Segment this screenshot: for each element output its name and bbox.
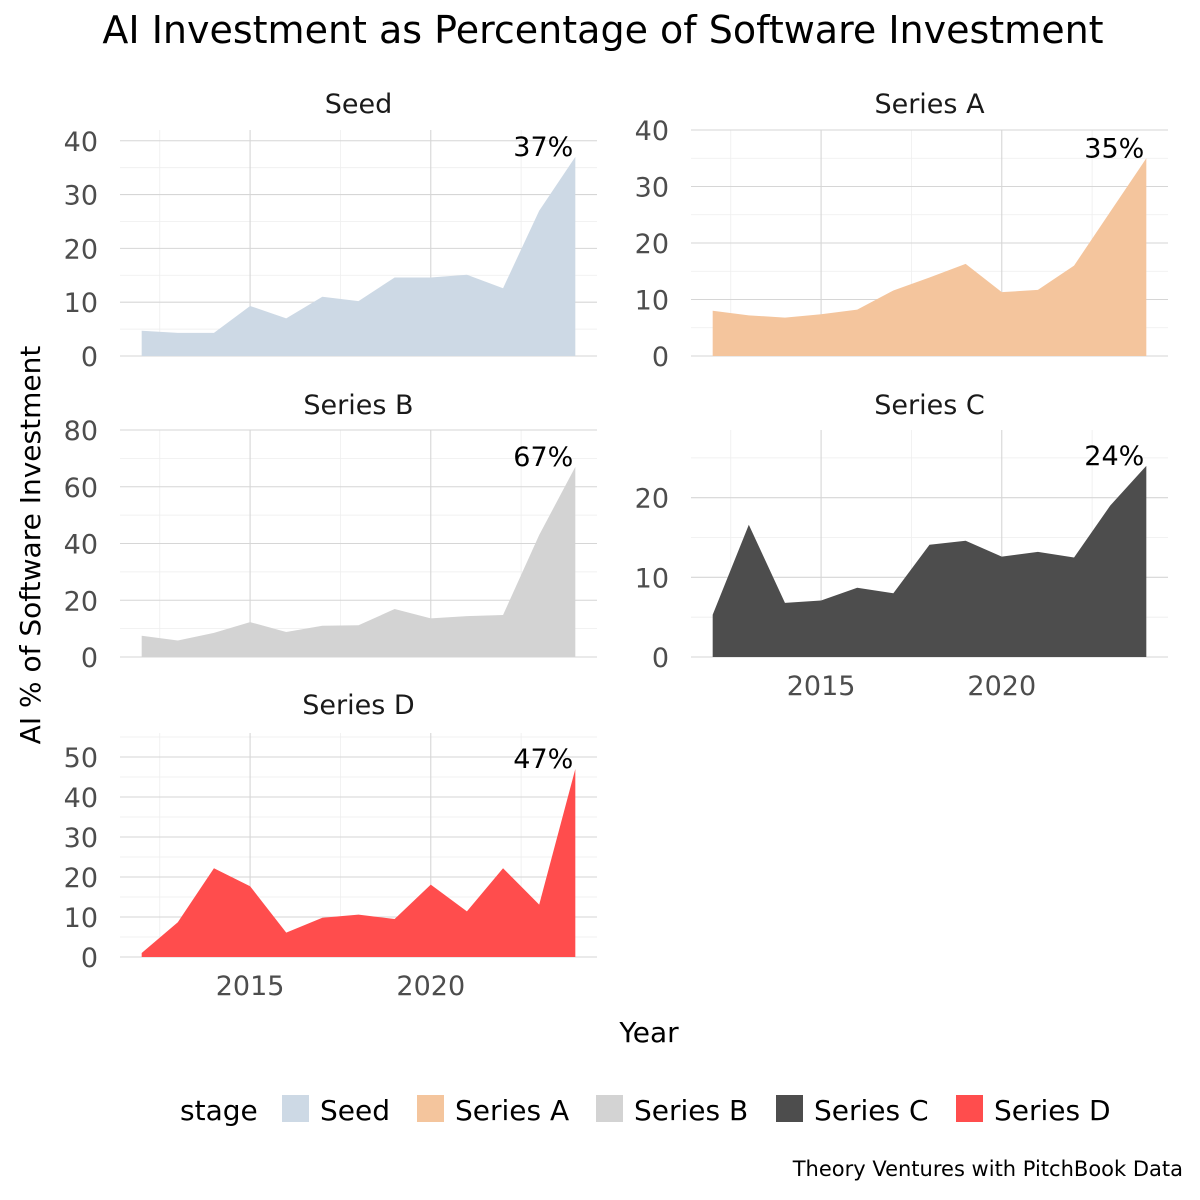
y-tick-label: 40 <box>64 127 98 158</box>
legend-label-series-c: Series C <box>814 1094 929 1127</box>
chart-title: AI Investment as Percentage of Software … <box>102 8 1103 52</box>
x-tick-label: 2015 <box>216 971 285 1002</box>
facet-title-seed: Seed <box>325 89 393 120</box>
end-label-series-b: 67% <box>513 442 573 473</box>
y-tick-label: 0 <box>81 943 98 974</box>
y-tick-label: 30 <box>635 173 669 204</box>
y-tick-label: 10 <box>64 288 98 319</box>
end-label-series-c: 24% <box>1084 441 1144 472</box>
area-seed <box>141 156 576 356</box>
y-tick-label: 0 <box>81 643 98 674</box>
end-label-series-a: 35% <box>1084 133 1144 164</box>
legend-swatch-series-a <box>417 1095 444 1122</box>
area-series-d <box>141 769 576 957</box>
y-tick-label: 30 <box>64 181 98 212</box>
y-tick-label: 40 <box>635 116 669 147</box>
y-tick-label: 0 <box>652 342 669 373</box>
legend-label-series-b: Series B <box>634 1094 748 1127</box>
panel-series-c: Series C 0 10 20 2015 2020 24% <box>635 390 1168 702</box>
area-series-b <box>141 466 576 657</box>
legend-title: stage <box>180 1094 258 1127</box>
y-tick-label: 20 <box>64 863 98 894</box>
y-tick-label: 20 <box>635 484 669 515</box>
y-tick-label: 20 <box>64 586 98 617</box>
y-axis-title: AI % of Software Investment <box>14 346 47 745</box>
end-label-series-d: 47% <box>513 744 573 775</box>
panel-series-a: Series A 0 10 20 30 40 35% <box>635 89 1168 373</box>
y-tick-label: 60 <box>64 473 98 504</box>
x-tick-label: 2020 <box>396 971 465 1002</box>
area-series-a <box>712 158 1147 356</box>
legend-swatch-seed <box>282 1095 309 1122</box>
facet-title-series-d: Series D <box>302 690 414 721</box>
y-tick-label: 40 <box>64 530 98 561</box>
y-tick-label: 80 <box>64 416 98 447</box>
y-tick-label: 20 <box>635 229 669 260</box>
facet-title-series-b: Series B <box>303 390 413 421</box>
x-axis-title: Year <box>618 1016 679 1049</box>
panel-seed: Seed 0 10 20 30 40 37% <box>64 89 597 373</box>
legend-label-series-a: Series A <box>455 1094 569 1127</box>
legend-swatch-series-b <box>596 1095 623 1122</box>
end-label-seed: 37% <box>513 132 573 163</box>
chart-caption: Theory Ventures with PitchBook Data <box>792 1157 1183 1181</box>
x-tick-label: 2020 <box>967 671 1036 702</box>
y-tick-label: 10 <box>64 903 98 934</box>
legend: Seed Series A Series B Series C Series D <box>282 1094 1111 1127</box>
facet-title-series-c: Series C <box>874 390 984 421</box>
y-tick-label: 10 <box>635 563 669 594</box>
x-tick-label: 2015 <box>787 671 856 702</box>
area-series-c <box>712 465 1147 657</box>
y-tick-label: 40 <box>64 783 98 814</box>
y-tick-label: 20 <box>64 234 98 265</box>
legend-label-seed: Seed <box>320 1094 390 1127</box>
panel-series-d: Series D 0 10 20 30 40 50 2015 2020 47% <box>64 690 597 1002</box>
y-tick-label: 30 <box>64 823 98 854</box>
facet-title-series-a: Series A <box>874 89 985 120</box>
panel-series-b: Series B 0 20 40 60 80 67% <box>64 390 597 674</box>
y-tick-label: 50 <box>64 743 98 774</box>
legend-swatch-series-d <box>956 1095 983 1122</box>
legend-swatch-series-c <box>776 1095 803 1122</box>
y-tick-label: 10 <box>635 286 669 317</box>
y-tick-label: 0 <box>81 342 98 373</box>
y-tick-label: 0 <box>652 643 669 674</box>
legend-label-series-d: Series D <box>994 1094 1111 1127</box>
